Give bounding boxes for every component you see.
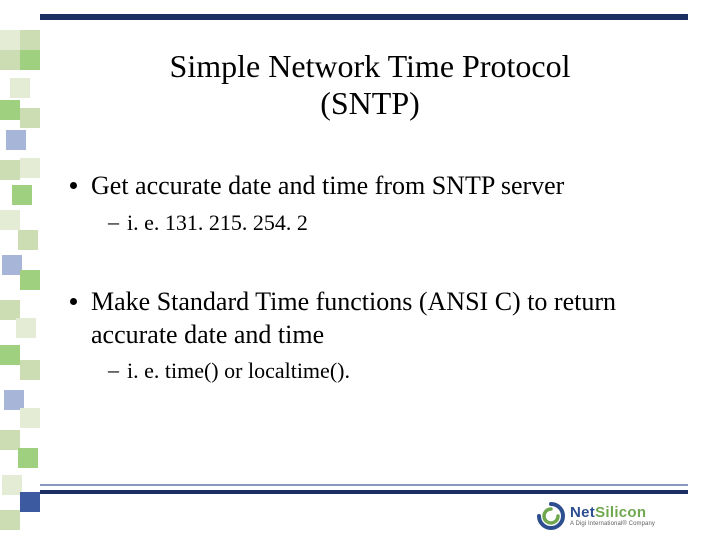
sub-bullet-item: – i. e. 131. 215. 254. 2 [108,209,670,237]
logo-text: NetSilicon A Digi International® Company [570,505,655,527]
title-line2: (SNTP) [320,85,420,121]
dash-icon: – [108,357,119,383]
spacer [70,242,670,286]
bullet-item: Get accurate date and time from SNTP ser… [70,170,670,203]
dash-icon: – [108,209,119,235]
bullet-dot-icon [70,298,77,305]
slide: Simple Network Time Protocol (SNTP) Get … [0,0,720,540]
title-line1: Simple Network Time Protocol [170,48,571,84]
bottom-rule-thick [40,490,688,494]
sub-bullet-item: – i. e. time() or localtime(). [108,357,670,385]
left-decoration [0,0,44,540]
logo-tagline: A Digi International® Company [570,521,655,527]
top-rule [40,14,688,20]
logo-name-part2: Silicon [595,504,646,521]
sub-bullet-text: i. e. time() or localtime(). [127,357,350,385]
slide-title: Simple Network Time Protocol (SNTP) [80,48,660,122]
sub-bullet-text: i. e. 131. 215. 254. 2 [127,209,308,237]
bottom-rule-thin [40,484,688,486]
bullet-dot-icon [70,182,77,189]
bullet-text: Make Standard Time functions (ANSI C) to… [91,286,670,351]
company-logo: NetSilicon A Digi International® Company [536,496,686,536]
logo-name-part1: Net [570,504,595,521]
logo-swirl-icon [536,501,566,531]
logo-name: NetSilicon [570,505,655,520]
bullet-text: Get accurate date and time from SNTP ser… [91,170,564,203]
slide-content: Get accurate date and time from SNTP ser… [70,170,670,391]
bullet-item: Make Standard Time functions (ANSI C) to… [70,286,670,351]
